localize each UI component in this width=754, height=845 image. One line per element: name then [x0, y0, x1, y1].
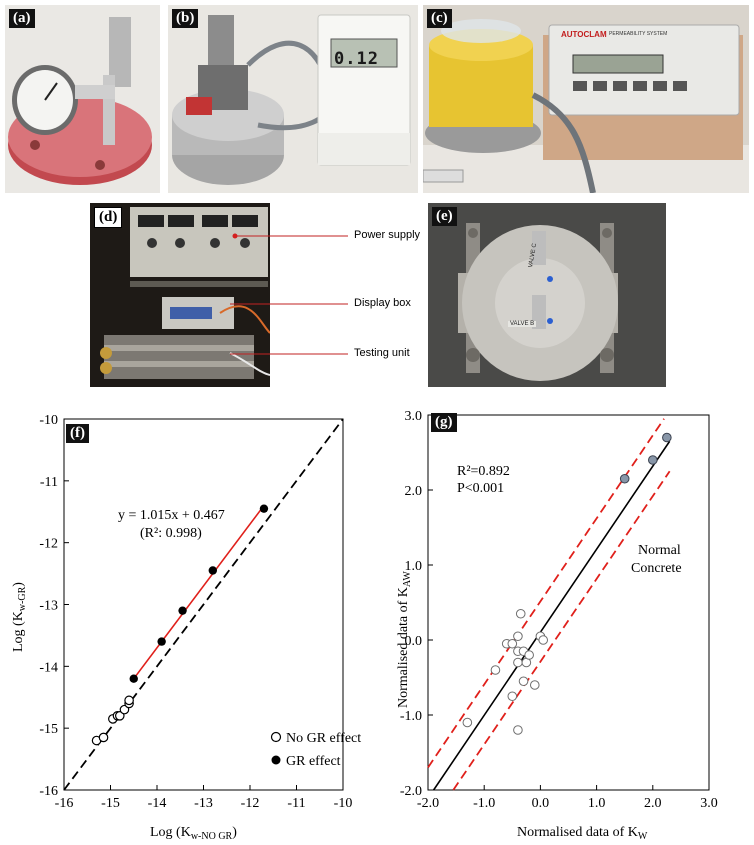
y-tick-label: -10 [39, 413, 58, 428]
autoclam-subtitle: PERMEABILITY SYSTEM [609, 31, 667, 37]
legend-gr: GR effect [286, 754, 341, 769]
y-tick-label: -16 [39, 784, 58, 799]
callout-leaders [230, 230, 360, 360]
data-point-s0 [519, 677, 528, 686]
data-point-s0 [99, 733, 107, 741]
y-tick-label: -13 [39, 599, 58, 614]
photo-panel-e: VALVE C VALVE B (e) [428, 203, 666, 387]
data-point-s1 [260, 504, 268, 512]
panel-label-a: (a) [9, 9, 35, 28]
data-point-s0 [514, 632, 523, 641]
photo-panel-c: AUTOCLAM PERMEABILITY SYSTEM (c) [423, 5, 749, 193]
panel-label-e: (e) [432, 207, 457, 226]
data-point-s1 [157, 637, 165, 645]
x-tick-label: -12 [241, 796, 260, 811]
panel-label-c: (c) [427, 9, 452, 28]
callout-display-box: Display box [354, 297, 411, 309]
data-point-s1 [209, 566, 217, 574]
data-point-s0 [516, 609, 525, 618]
data-point-s0 [525, 651, 534, 660]
data-point-s0 [508, 639, 517, 648]
panel-label-f: (f) [66, 424, 89, 443]
valve-b-label: VALVE B [508, 321, 536, 327]
chart-g: -2.0 -1.0 0.0 1.0 2.0 3.0-2.0-1.00.01.02.03.0… [385, 392, 754, 845]
y-tick-label: -14 [39, 660, 58, 675]
chart-g-frame: -2.0 -1.0 0.0 1.0 2.0 3.0-2.0-1.00.01.02.03.0 [400, 409, 718, 811]
panel-label-g: (g) [431, 413, 457, 432]
chart-g-stat-p: P<0.001 [457, 481, 504, 496]
data-point-s0 [125, 696, 133, 704]
data-point-s1 [649, 456, 658, 465]
data-point-s0 [530, 681, 539, 690]
x-tick-label: 1.0 [588, 796, 606, 811]
chart-g-annotation-normal: Normal [638, 543, 681, 558]
autoclam-brand: AUTOCLAM [561, 30, 607, 39]
x-tick-label: -11 [287, 796, 305, 811]
chart-f: -16 -15 -14 -13 -12 -11 -10-16-15-14-13-12-11-… [0, 392, 380, 845]
data-point-s1 [663, 433, 672, 442]
photo-panel-a: (a) [5, 5, 160, 193]
legend-filled-marker [272, 756, 281, 765]
chart-f-equation: y = 1.015x + 0.467 [118, 508, 225, 523]
chart-f-xlabel: Log (Kw-NO GR) [150, 825, 237, 842]
x-tick-label: 0.0 [532, 796, 550, 811]
chart-f-ylabel: Log (Kw-GR) [11, 582, 28, 652]
data-point-s0 [463, 718, 472, 727]
chart-g-xlabel: Normalised data of KW [517, 825, 648, 842]
x-tick-label: -1.0 [473, 796, 495, 811]
data-point-s0 [539, 636, 548, 645]
x-tick-label: 2.0 [644, 796, 662, 811]
x-tick-label: -14 [148, 796, 167, 811]
panel-label-b: (b) [172, 9, 198, 28]
chart-g-stat-r2: R²=0.892 [457, 464, 510, 479]
chart-f-r2: (R²: 0.998) [140, 526, 202, 541]
pressure-gauge-apparatus-photo [5, 5, 160, 193]
data-point-s0 [508, 692, 517, 701]
x-tick-label: -15 [101, 796, 120, 811]
display-reading: 0.12 [334, 49, 379, 69]
data-point-s1 [130, 675, 138, 683]
panel-label-d: (d) [94, 207, 122, 228]
chart-f-frame: -16 -15 -14 -13 -12 -11 -10-16-15-14-13-12-11-… [39, 413, 352, 811]
valve-plate-photo [428, 203, 666, 387]
x-tick-label: -13 [194, 796, 213, 811]
lower-bound-line [453, 471, 669, 790]
callout-testing-unit: Testing unit [354, 347, 410, 359]
legend-open-marker [272, 733, 281, 742]
data-point-s0 [514, 658, 523, 667]
y-tick-label: -11 [40, 475, 58, 490]
chart-g-ylabel: Normalised data of KAW [396, 571, 413, 708]
micrometer-apparatus-photo [168, 5, 418, 193]
legend-no-gr: No GR effect [286, 731, 361, 746]
data-point-s1 [620, 474, 629, 483]
data-point-s1 [178, 606, 186, 614]
x-tick-label: 3.0 [700, 796, 718, 811]
y-tick-label: -12 [39, 537, 58, 552]
y-tick-label: -2.0 [400, 784, 422, 799]
data-point-s0 [514, 726, 523, 735]
photo-panel-b: 0.12 (b) [168, 5, 418, 193]
y-tick-label: 3.0 [405, 409, 423, 424]
y-tick-label: 2.0 [405, 484, 423, 499]
data-point-s0 [491, 666, 500, 675]
y-tick-label: -15 [39, 722, 58, 737]
x-tick-label: -10 [334, 796, 353, 811]
callout-power-supply: Power supply [354, 229, 420, 241]
chart-g-annotation-concrete: Concrete [631, 561, 682, 576]
y-tick-label: -1.0 [400, 709, 422, 724]
